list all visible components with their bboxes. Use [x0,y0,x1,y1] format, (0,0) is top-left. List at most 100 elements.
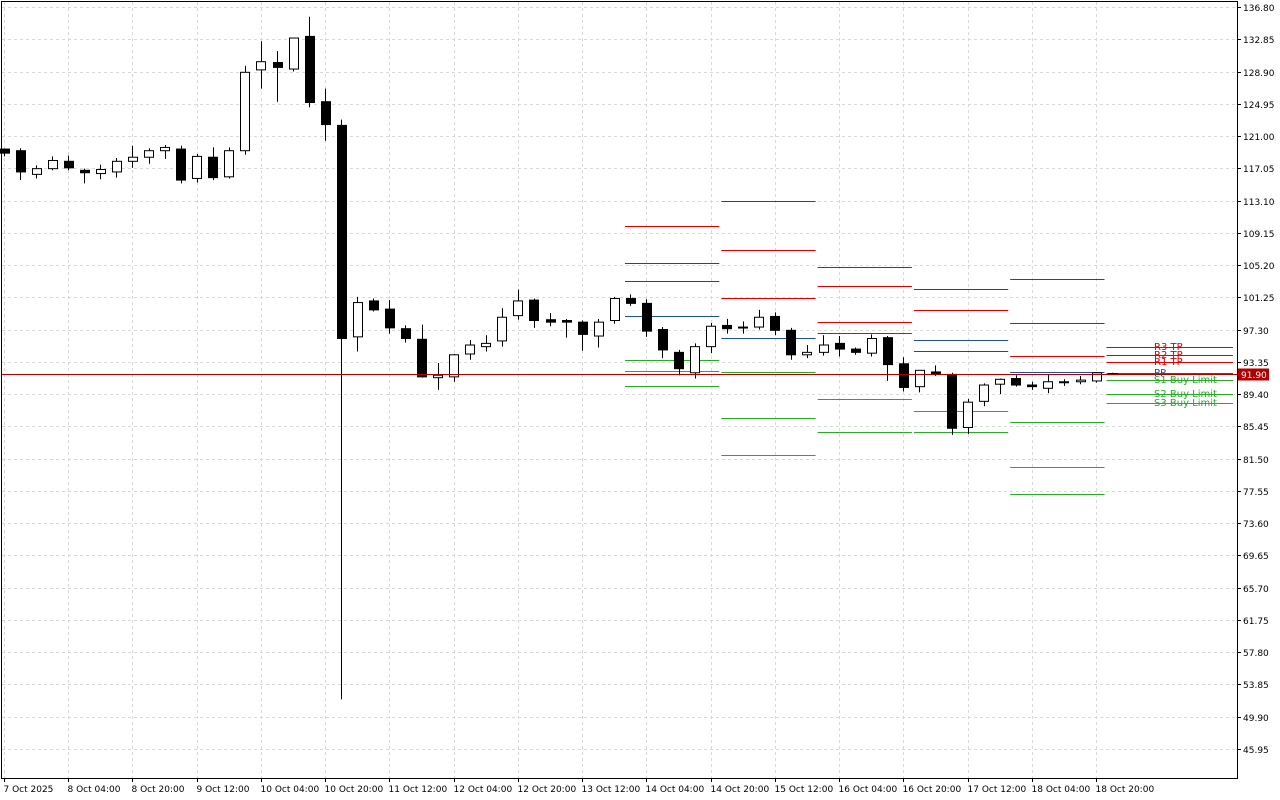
candle [947,372,957,435]
candle-body-bear [674,351,684,370]
candle [0,148,10,157]
level-label: PP [1154,368,1166,379]
candle [642,299,652,337]
y-tick-label: 65.70 [1243,585,1269,595]
candle-body-bull [192,155,202,179]
y-tick-label: 45.95 [1243,746,1269,756]
candle [513,289,523,320]
candle [401,325,411,343]
candle [546,313,556,327]
candle-body-bull [513,300,523,317]
candle [385,300,395,334]
level-label: R3 TP [1154,342,1183,353]
candle [224,147,234,179]
current-price-badge [1238,368,1269,381]
y-tick-label: 113.10 [1243,198,1275,208]
candle [369,298,379,312]
candle [497,308,507,347]
candle-body-bull [96,168,106,175]
candle [305,16,315,108]
level-label: R1 TP [1154,357,1183,368]
candle-body-bull [289,37,299,70]
candle [208,147,218,181]
x-tick-label: 12 Oct 20:00 [518,785,577,795]
candle-body-bull [706,325,716,348]
candle-body-bull [995,378,1005,385]
candle [706,322,716,354]
candle-body-bull [144,150,154,158]
current-price-line: 91.90 [2,368,1269,381]
x-tick-label: 17 Oct 12:00 [968,785,1027,795]
candle [786,327,796,360]
candle [594,318,604,348]
candle [819,335,829,356]
candle [722,318,732,334]
candle [770,312,780,336]
candle-body-bull [112,160,122,173]
candle [802,345,812,359]
candle-body-bear [546,319,556,323]
candle-body-bull [160,146,170,152]
candle-body-bear [337,124,347,339]
candle [738,321,748,334]
current-price-label: 91.90 [1241,371,1267,381]
candle-body-bull [867,337,877,354]
y-tick-label: 136.80 [1243,4,1275,14]
candle-body-bear [770,315,780,331]
candle [915,369,925,393]
candle-body-bull [690,346,700,374]
candle-body-bear [0,148,10,154]
y-tick-label: 69.65 [1243,552,1269,562]
y-tick-label: 57.80 [1243,649,1269,659]
level-label: S2 Buy Limit [1154,389,1217,400]
candle-body-bear [529,299,539,322]
x-tick-label: 12 Oct 04:00 [454,785,513,795]
candle-body-bear [851,348,861,353]
level-label: S3 Buy Limit [1154,398,1217,409]
x-tick-label: 13 Oct 12:00 [582,785,641,795]
x-tick-label: 8 Oct 20:00 [132,785,185,795]
y-tick-label: 81.50 [1243,456,1269,466]
y-axis: 136.80 132.85 128.90 124.95 121.00 117.05 113.… [1237,4,1275,756]
candle-body-bull [240,71,250,152]
candle [48,156,58,171]
candle [176,145,186,184]
candle [465,340,475,360]
candle [995,378,1005,394]
candle-body-bear [931,371,941,375]
candle-body-bear [642,302,652,332]
x-tick-label: 18 Oct 04:00 [1032,785,1091,795]
candle [128,145,138,168]
candle [835,336,845,357]
candle-body-bear [80,169,90,174]
candle-body-bull [594,321,604,337]
candle-body-bear [273,62,283,68]
candles [0,16,1118,700]
candle-body-bull [32,168,42,175]
x-tick-label: 10 Oct 20:00 [325,785,384,795]
candle [979,383,989,407]
candle [80,168,90,184]
candle [337,119,347,700]
x-tick-label: 9 Oct 12:00 [197,785,250,795]
y-tick-label: 85.45 [1243,423,1269,433]
candle-body-bear [883,337,893,366]
candle [16,148,26,181]
candle-body-bear [578,321,588,335]
candle-body-bull [433,374,443,379]
candle [144,148,154,164]
candle [353,296,363,352]
candle-body-bull [481,342,491,348]
y-tick-label: 93.35 [1243,359,1269,369]
candle-body-bear [321,101,331,126]
y-tick-label: 121.00 [1243,133,1275,143]
y-tick-label: 61.75 [1243,617,1269,627]
candle-body-bear [1027,384,1037,388]
candle-body-bull [979,384,989,402]
x-tick-label: 16 Oct 20:00 [903,785,962,795]
candle-body-bull [738,326,748,329]
candle [289,37,299,72]
y-tick-label: 132.85 [1243,36,1275,46]
y-tick-label: 117.05 [1243,165,1275,175]
